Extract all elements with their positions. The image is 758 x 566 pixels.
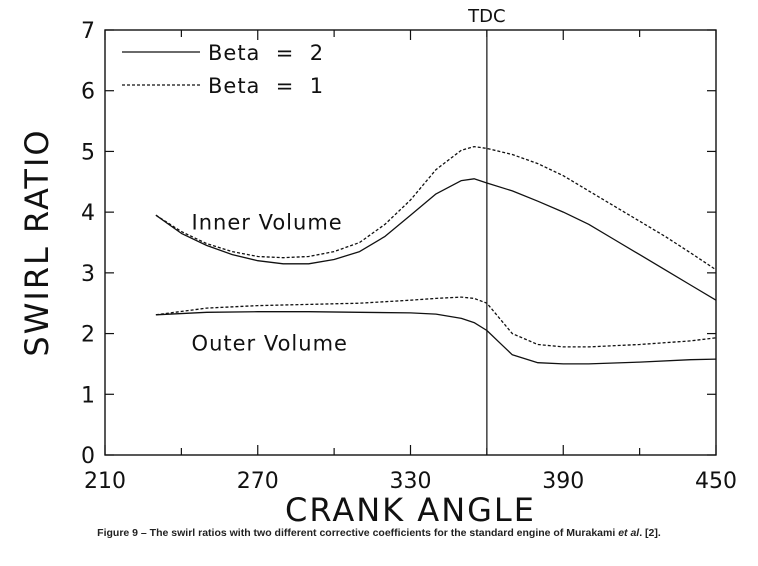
inner-volume-label: Inner Volume bbox=[192, 210, 343, 234]
y-tick-label: 3 bbox=[81, 262, 95, 287]
y-tick-label: 6 bbox=[81, 80, 95, 105]
series-line-inner-dashed bbox=[155, 145, 717, 271]
y-tick-label: 7 bbox=[81, 19, 95, 44]
x-axis-title: CRANK ANGLE bbox=[285, 491, 536, 529]
axes bbox=[104, 29, 717, 456]
series-lines bbox=[155, 145, 717, 365]
x-tick-label: 330 bbox=[390, 469, 432, 494]
legend: Beta = 2 Beta = 1 bbox=[122, 41, 324, 98]
y-tick-label: 2 bbox=[81, 323, 95, 348]
series-line-inner-solid bbox=[155, 178, 717, 301]
caption-text-after: . [2]. bbox=[639, 527, 661, 539]
tdc-line-group: TDC bbox=[467, 6, 506, 455]
y-tick-label: 4 bbox=[81, 201, 95, 226]
legend-label: Beta = 1 bbox=[208, 74, 324, 98]
outer-volume-label: Outer Volume bbox=[192, 332, 348, 356]
x-tick-label: 270 bbox=[237, 469, 279, 494]
series-line-outer-solid bbox=[155, 311, 717, 365]
x-tick-label: 390 bbox=[542, 469, 584, 494]
swirl-ratio-chart: 0 1 2 3 4 5 6 7 210 270 330 390 450 TDC Inner Volume… bbox=[18, 6, 737, 529]
tdc-label: TDC bbox=[467, 6, 505, 27]
annotation-group: Inner Volume Outer Volume bbox=[192, 210, 348, 356]
y-tick-label: 5 bbox=[81, 140, 95, 165]
legend-label: Beta = 2 bbox=[208, 41, 324, 65]
plot-frame bbox=[104, 29, 717, 456]
series-line-outer-dashed bbox=[155, 296, 717, 348]
y-tick-label: 0 bbox=[81, 444, 95, 469]
x-tick-label: 210 bbox=[84, 469, 126, 494]
y-axis-title: SWIRL RATIO bbox=[18, 128, 56, 356]
y-tick-label: 1 bbox=[81, 383, 95, 408]
axis-labels: CRANK ANGLE SWIRL RATIO bbox=[18, 128, 536, 529]
tick-group: 0 1 2 3 4 5 6 7 210 270 330 390 450 bbox=[81, 19, 737, 494]
caption-italic: et al bbox=[618, 527, 640, 539]
x-tick-label: 450 bbox=[695, 469, 737, 494]
figure-caption: Figure 9 – The swirl ratios with two dif… bbox=[0, 527, 758, 539]
caption-text-before: Figure 9 – The swirl ratios with two dif… bbox=[97, 527, 619, 539]
